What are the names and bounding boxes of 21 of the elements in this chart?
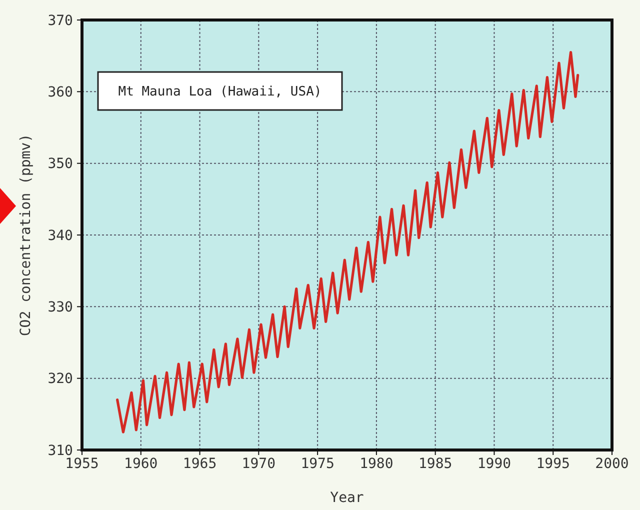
y-tick-label: 350 — [48, 156, 73, 172]
x-tick-label: 1975 — [300, 456, 334, 472]
x-tick-label: 1960 — [124, 456, 158, 472]
x-tick-label: 2000 — [595, 456, 629, 472]
x-tick-label: 1990 — [477, 456, 512, 472]
y-tick-label: 320 — [48, 371, 73, 388]
y-tick-label: 360 — [48, 84, 73, 101]
x-tick-label: 1995 — [536, 456, 570, 472]
x-tick-label: 1965 — [182, 456, 217, 472]
x-tick-label: 1980 — [360, 456, 394, 472]
annotation: Mt Mauna Loa (Hawaii, USA) — [118, 84, 322, 100]
x-tick-label: 1970 — [242, 456, 276, 472]
x-axis-title: Year — [330, 490, 364, 506]
y-tick-label: 310 — [48, 442, 73, 459]
y-tick-label: 370 — [48, 12, 73, 29]
x-tick-label: 1955 — [65, 456, 99, 472]
y-axis-title: CO2 concentration (ppmv) — [18, 134, 34, 336]
x-tick-label: 1985 — [418, 456, 452, 472]
y-tick-label: 330 — [48, 300, 73, 316]
line-series — [116, 50, 580, 434]
y-tick-label: 340 — [48, 228, 73, 244]
